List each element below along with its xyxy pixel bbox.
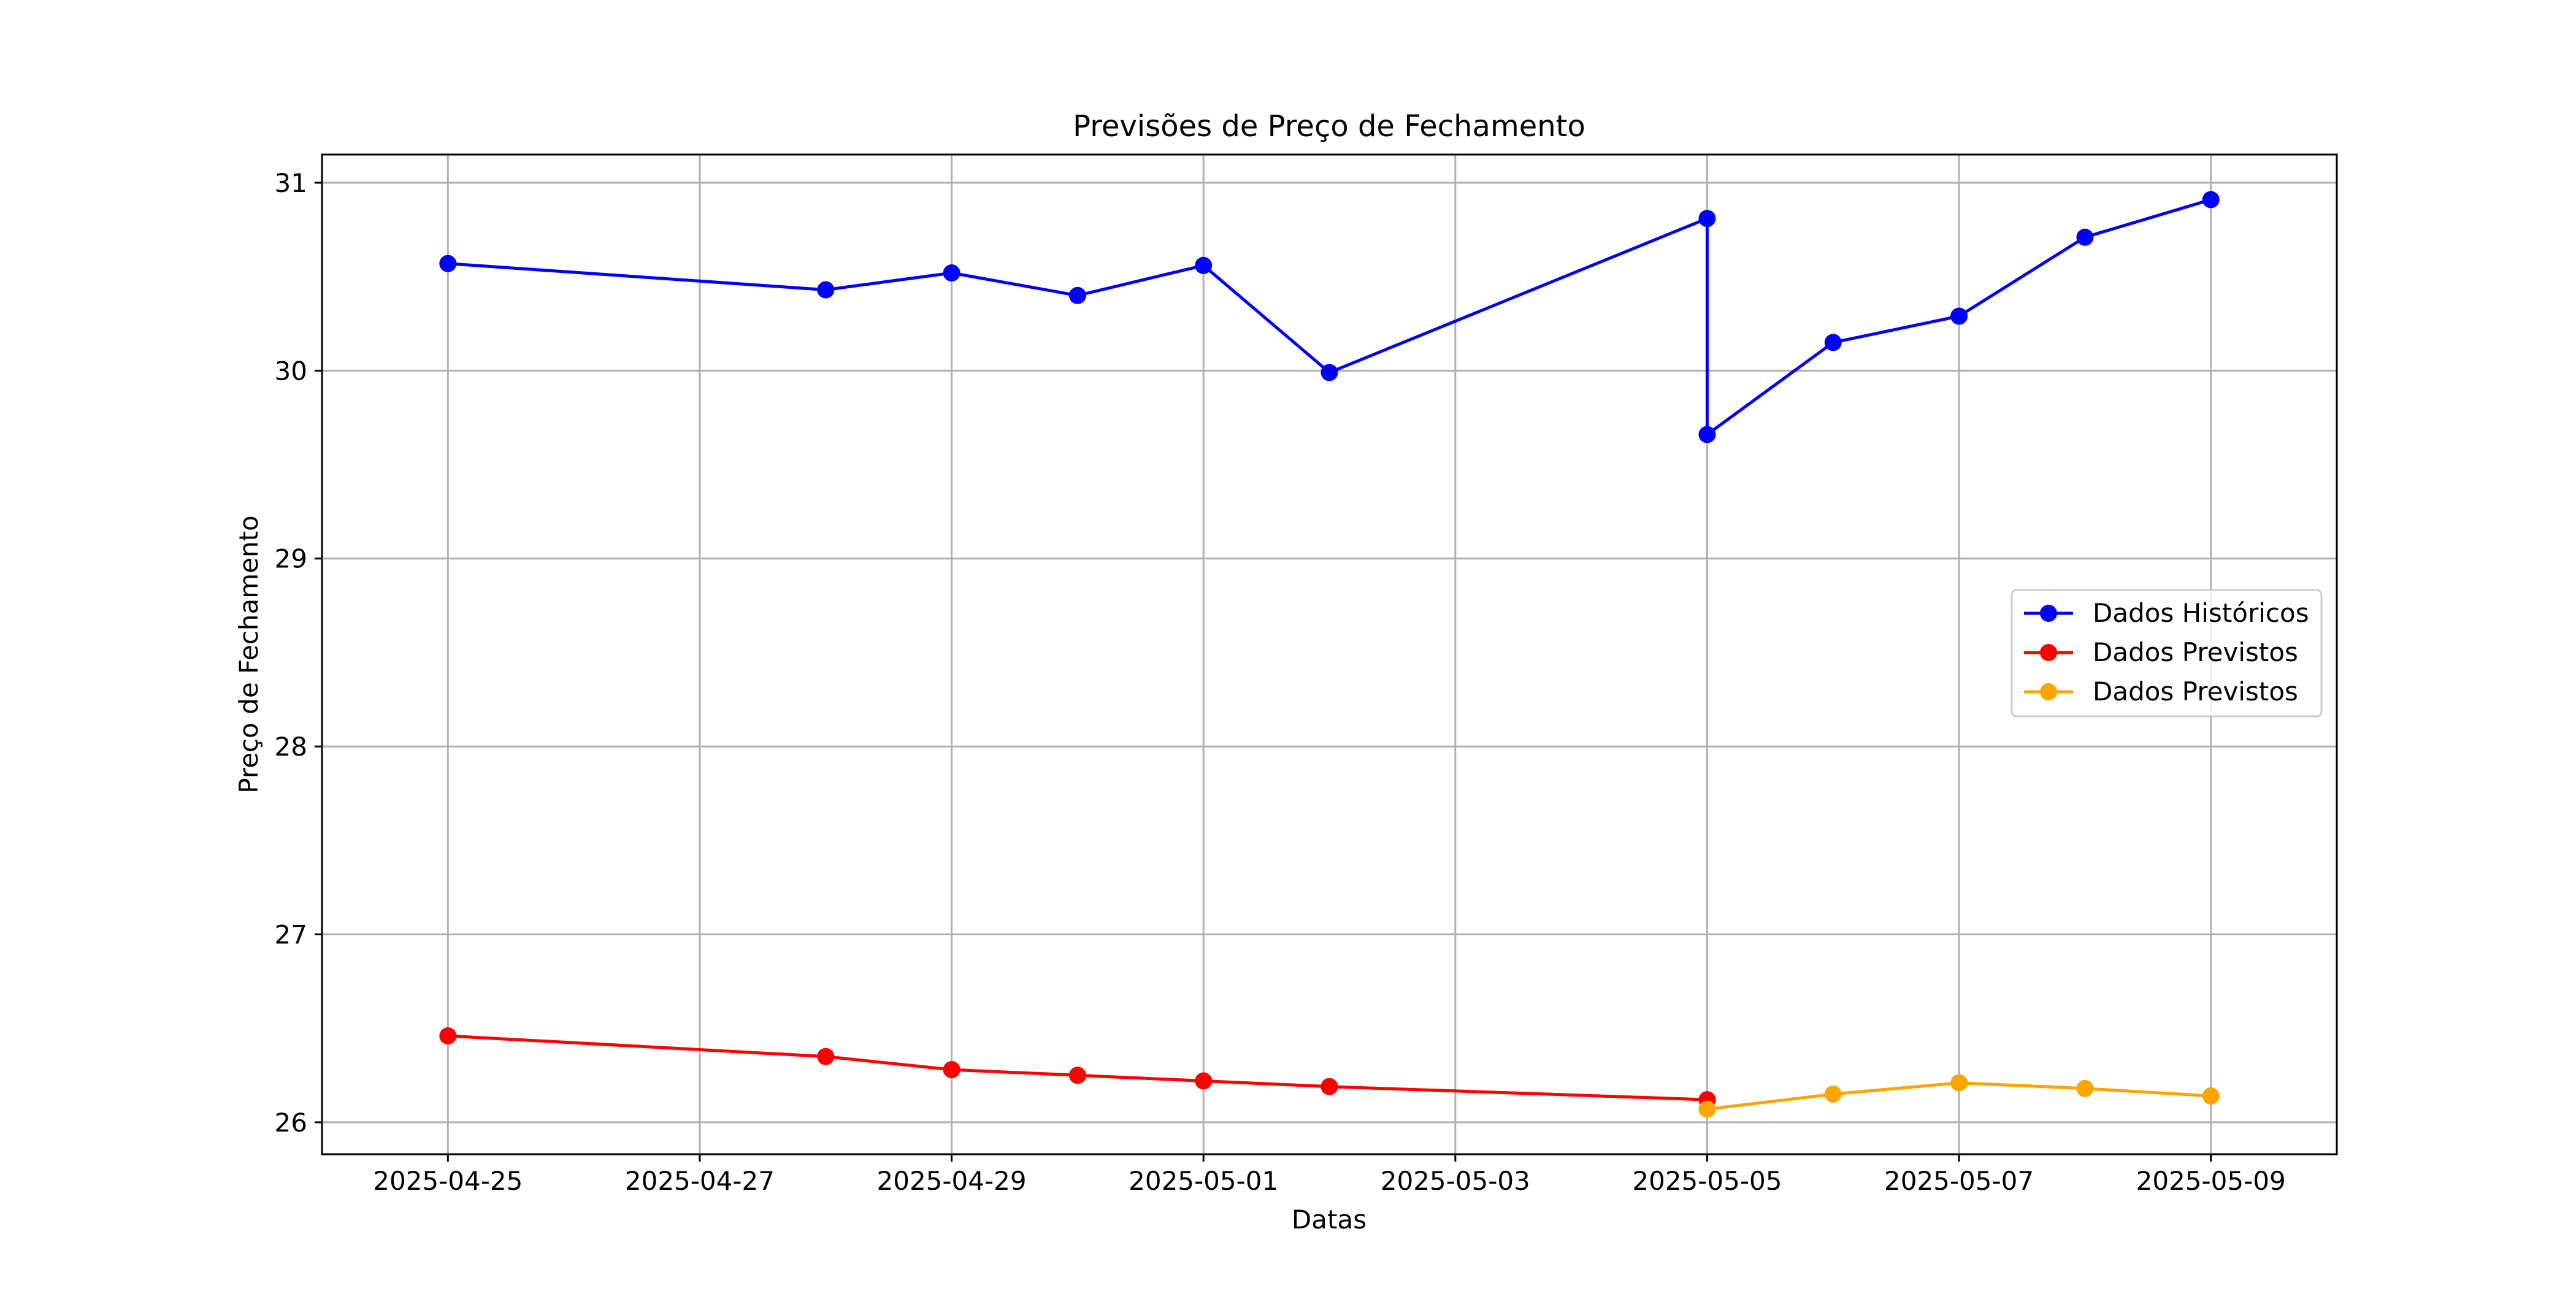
legend-marker-icon	[2040, 683, 2057, 700]
chart-title: Previsões de Preço de Fechamento	[1073, 109, 1585, 144]
data-point	[2076, 228, 2094, 246]
data-point	[1824, 334, 1842, 351]
x-tick-label: 2025-05-03	[1381, 1166, 1530, 1196]
data-point	[943, 1061, 960, 1079]
data-point	[943, 264, 960, 282]
x-tick-label: 2025-05-01	[1129, 1166, 1278, 1196]
x-tick-label: 2025-05-09	[2136, 1166, 2286, 1196]
data-point	[1068, 286, 1086, 304]
data-point	[817, 1048, 835, 1065]
plot-frame	[321, 153, 2338, 1155]
series-1	[439, 191, 2220, 443]
legend-label: Dados Previstos	[2093, 637, 2298, 667]
y-tick-label: 31	[275, 168, 307, 198]
data-point	[1698, 426, 1716, 443]
legend-entry: Dados Previstos	[2024, 637, 2298, 667]
data-point	[817, 281, 835, 299]
x-tick-label: 2025-05-05	[1632, 1166, 1782, 1196]
data-point	[2202, 191, 2220, 209]
data-point	[2076, 1079, 2094, 1097]
data-point	[1068, 1067, 1086, 1084]
y-tick-label: 27	[275, 920, 307, 950]
x-tick-label: 2025-04-29	[877, 1166, 1027, 1196]
x-axis-label: Datas	[1292, 1205, 1367, 1235]
series-3	[1698, 1074, 2220, 1118]
x-tick-label: 2025-04-25	[373, 1166, 523, 1196]
legend-entry: Dados Históricos	[2024, 598, 2309, 628]
data-point	[439, 1027, 457, 1044]
y-tick-label: 30	[275, 356, 307, 386]
legend: Dados Históricos Dados Previstos Dados P…	[2011, 589, 2323, 718]
data-point	[1950, 1074, 1968, 1092]
x-tick-label: 2025-05-07	[1884, 1166, 2034, 1196]
series-layer	[439, 191, 2220, 1118]
series-line	[448, 198, 2212, 436]
series-2	[439, 1027, 1716, 1109]
legend-marker-icon	[2040, 605, 2057, 622]
data-point	[1698, 210, 1716, 228]
data-point	[1824, 1086, 1842, 1103]
data-point	[1321, 364, 1338, 381]
data-point	[439, 255, 457, 272]
legend-marker-icon	[2040, 644, 2057, 661]
data-point	[1950, 307, 1968, 325]
legend-label: Dados Previstos	[2093, 676, 2298, 707]
data-point	[1698, 1100, 1716, 1118]
axes: 2025-04-25 2025-04-27 2025-04-29 2025-05-01…	[275, 168, 2286, 1196]
data-point	[1195, 256, 1213, 274]
y-axis-label: Preço de Fechamento	[234, 515, 264, 793]
data-point	[2202, 1087, 2220, 1105]
legend-entry: Dados Previstos	[2024, 676, 2298, 707]
legend-label: Dados Históricos	[2093, 598, 2309, 628]
legend-box	[2011, 589, 2323, 718]
data-point	[1321, 1078, 1338, 1095]
y-tick-label: 28	[275, 732, 307, 762]
y-tick-label: 29	[275, 544, 307, 574]
y-tick-label: 26	[275, 1108, 307, 1138]
data-point	[1195, 1072, 1213, 1090]
x-tick-label: 2025-04-27	[625, 1166, 775, 1196]
plot-area	[322, 155, 2337, 1154]
